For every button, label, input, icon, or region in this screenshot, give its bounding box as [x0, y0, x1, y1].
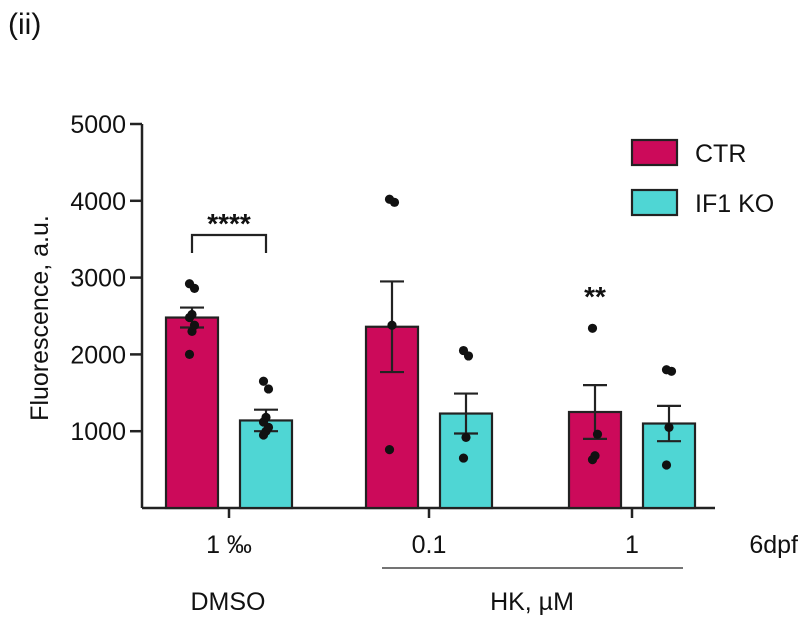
legend: CTR IF1 KO — [630, 138, 774, 218]
x-tick-label: 1 — [625, 531, 639, 559]
y-tick-label: 5000 — [70, 111, 126, 139]
data-point — [661, 460, 672, 470]
data-point — [664, 422, 674, 432]
significance-bracket — [190, 233, 268, 253]
bar-ctr — [164, 316, 220, 510]
significance-label: **** — [207, 208, 251, 239]
data-point — [184, 349, 195, 359]
x-tick-label: 1 ‰ — [206, 531, 252, 559]
legend-label-if1-ko: IF1 KO — [695, 190, 774, 218]
data-point — [384, 194, 395, 204]
data-point — [458, 345, 469, 356]
legend-swatch-if1-ko — [630, 188, 679, 217]
data-point — [661, 365, 672, 375]
data-point — [458, 453, 469, 463]
data-point — [184, 279, 195, 289]
group-label-dmso: DMSO — [191, 588, 266, 616]
y-tick-label: 4000 — [70, 188, 126, 216]
data-point — [461, 432, 471, 442]
data-point — [187, 309, 197, 320]
significance-label: ** — [584, 281, 606, 312]
y-axis-label: Fluorescence, a.u. — [26, 215, 54, 421]
data-point — [261, 412, 271, 422]
data-point — [263, 384, 274, 394]
y-tick-label: 2000 — [70, 341, 126, 369]
x-axis-extra-label: 6dpf — [749, 531, 798, 559]
legend-label-ctr: CTR — [695, 140, 746, 168]
group-label-hk: HK, µM — [490, 588, 574, 616]
y-tick-label: 1000 — [70, 418, 126, 446]
data-point — [258, 376, 269, 386]
data-point — [387, 320, 397, 330]
data-point — [189, 320, 200, 330]
y-tick-label: 3000 — [70, 265, 126, 293]
x-tick-label: 0.1 — [412, 531, 447, 559]
plot-area: 1000 2000 3000 4000 5000 1 ‰ 0.1 1 6dpf DMSO HK, µ… — [70, 111, 798, 616]
data-point — [587, 323, 598, 333]
data-point — [590, 451, 600, 461]
legend-swatch-ctr — [630, 138, 679, 167]
panel-label: (ii) — [8, 8, 42, 41]
data-point — [592, 429, 603, 439]
data-point — [384, 445, 395, 455]
